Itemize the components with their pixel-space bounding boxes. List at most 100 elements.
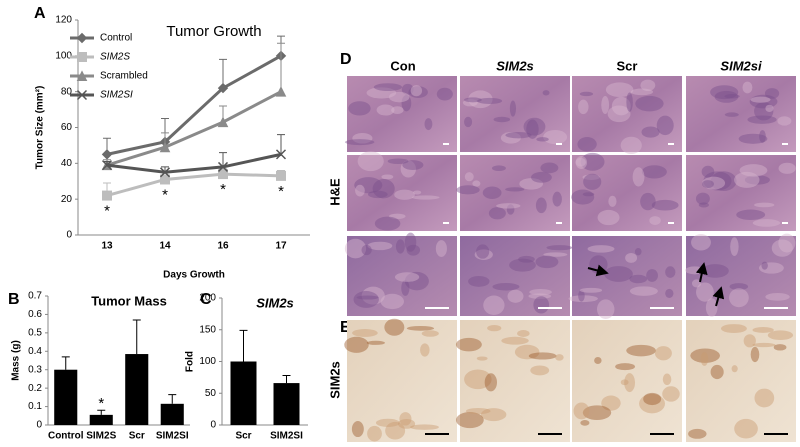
error-bar: [132, 319, 141, 355]
marker: [102, 190, 112, 201]
x-tick-label: 14: [159, 241, 171, 252]
tissue-texture: [381, 174, 394, 180]
tissue-image: [347, 76, 457, 152]
tissue-texture: [435, 240, 447, 257]
arrow: [712, 286, 725, 307]
tissue-texture: [523, 117, 546, 136]
tissue-texture: [577, 137, 597, 152]
error-bar: [277, 42, 285, 92]
y-tick-label: 0.1: [28, 401, 42, 412]
tissue-texture: [701, 264, 729, 278]
tissue-texture: [491, 165, 506, 172]
tissue-texture: [743, 334, 756, 348]
y-tick-label: 0.3: [28, 364, 42, 375]
tissue-texture: [493, 116, 511, 123]
tissue-texture: [620, 136, 642, 154]
tissue-texture: [605, 82, 634, 97]
bar: [125, 354, 149, 425]
tissue-texture: [421, 330, 439, 337]
tissue-texture: [404, 271, 429, 291]
tissue-texture: [582, 405, 612, 421]
marker: [160, 174, 170, 185]
tissue-texture: [754, 388, 775, 408]
tissue-texture: [604, 266, 633, 282]
tissue-texture: [739, 164, 768, 177]
tissue-texture: [696, 282, 714, 302]
tissue-texture: [552, 191, 562, 207]
tissue-texture: [695, 192, 710, 205]
tissue-texture: [582, 174, 600, 180]
tissue-texture: [505, 132, 532, 139]
tissue-texture: [729, 283, 749, 291]
legend-label: Scrambled: [100, 71, 148, 82]
x-tick-label: 16: [217, 241, 229, 252]
x-tick-label: SIM2S: [86, 431, 116, 442]
panel-label: B: [8, 291, 20, 308]
tissue-texture: [482, 186, 502, 200]
tissue-texture: [690, 348, 720, 363]
tissue-texture: [540, 162, 559, 174]
tissue-texture: [456, 185, 480, 195]
significance: *: [104, 203, 110, 220]
tissue-texture: [399, 412, 412, 426]
tissue-texture: [367, 425, 382, 442]
legend-label: SIM2SI: [100, 90, 133, 101]
tissue-texture: [643, 392, 662, 406]
chart-title: SIM2s: [256, 295, 294, 310]
tissue-image: [460, 320, 570, 442]
tissue-texture: [625, 252, 638, 263]
tissue-image: [572, 76, 682, 152]
marker: [76, 70, 88, 81]
tissue-texture: [484, 373, 497, 392]
tissue-texture: [542, 90, 550, 96]
tissue-texture: [765, 293, 790, 301]
tissue-texture: [731, 365, 738, 373]
tissue-texture: [514, 344, 540, 360]
tissue-texture: [688, 428, 707, 439]
x-tick-label: SIM2SI: [270, 431, 303, 442]
tissue-texture: [759, 130, 766, 143]
tissue-texture: [373, 83, 403, 92]
tissue-texture: [404, 232, 417, 252]
tissue-texture: [395, 239, 405, 254]
tissue-texture: [353, 291, 379, 308]
tissue-texture: [632, 167, 645, 187]
series-line: [106, 54, 282, 156]
histology-panels: D E Con SIM2s Scr SIM2si H&E SIM2s: [327, 51, 796, 442]
y-tick-label: 80: [61, 86, 73, 97]
tissue-texture: [488, 207, 506, 220]
tissue-texture: [754, 101, 774, 121]
tissue-image: [686, 155, 796, 231]
tissue-texture: [734, 418, 758, 439]
tissue-texture: [352, 329, 378, 337]
marker: [217, 82, 229, 94]
tissue-texture: [464, 97, 482, 103]
marker: [101, 160, 113, 171]
tissue-texture: [436, 87, 453, 101]
y-tick-label: 0.4: [28, 346, 42, 357]
y-tick-label: 50: [205, 388, 217, 399]
tissue-texture: [750, 96, 771, 103]
tissue-texture: [344, 238, 367, 259]
marker: [159, 141, 171, 153]
tissue-texture: [635, 95, 664, 112]
tissue-texture: [710, 171, 737, 192]
marker: [217, 161, 229, 172]
tissue-texture: [568, 295, 598, 303]
tissue-texture: [361, 244, 372, 256]
tissue-texture: [462, 98, 478, 107]
tissue-texture: [752, 219, 781, 227]
tissue-texture: [639, 393, 665, 414]
chart-title: Tumor Growth: [166, 23, 261, 40]
tissue-texture: [533, 296, 550, 314]
tissue-image: [686, 76, 796, 152]
tissue-texture: [506, 204, 515, 215]
tissue-image: [686, 236, 796, 316]
y-tick-label: 0: [210, 420, 216, 431]
bar: [273, 383, 300, 425]
tissue-texture: [391, 106, 404, 115]
tissue-texture: [517, 330, 530, 337]
tissue-texture: [483, 295, 505, 315]
tissue-texture: [626, 344, 656, 357]
tissue-texture: [354, 177, 383, 194]
